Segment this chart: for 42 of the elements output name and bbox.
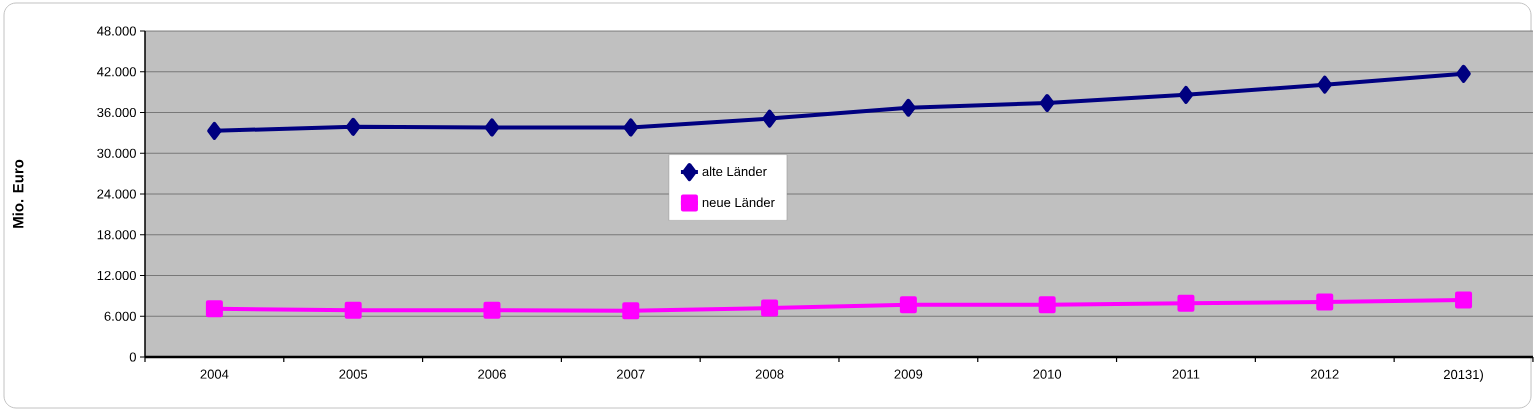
x-tick-label: 2006 xyxy=(478,369,506,379)
point xyxy=(761,299,779,317)
legend-label: neue Länder xyxy=(702,197,775,208)
point xyxy=(1039,93,1055,112)
point xyxy=(622,302,640,320)
y-tick-label: 36.000 xyxy=(97,107,136,118)
x-tick-label: 2005 xyxy=(339,369,368,379)
point xyxy=(1317,75,1332,94)
point xyxy=(901,98,916,117)
point xyxy=(345,117,361,136)
y-tick-label: 12.000 xyxy=(97,270,136,281)
x-tick-label: 2004 xyxy=(200,369,229,379)
x-tick-label: 20131) xyxy=(1443,369,1483,382)
point xyxy=(623,118,639,137)
x-tick-label: 2011 xyxy=(1172,369,1200,379)
y-tick-label: 24.000 xyxy=(97,189,136,199)
y-tick-label: 6.000 xyxy=(104,311,136,321)
y-tick-label: 18.000 xyxy=(97,230,136,240)
y-tick-label: 30.000 xyxy=(97,148,136,158)
y-axis-title: Mio. Euro xyxy=(12,159,24,228)
point xyxy=(899,296,917,314)
point xyxy=(205,300,223,318)
point xyxy=(1178,85,1194,104)
point xyxy=(762,109,777,128)
y-tick-label: 48.000 xyxy=(97,26,136,36)
x-tick-label: 2009 xyxy=(894,369,923,379)
point xyxy=(483,301,501,319)
point xyxy=(484,118,500,137)
x-tick-label: 2008 xyxy=(755,369,784,379)
point xyxy=(207,121,222,140)
point xyxy=(1456,64,1471,83)
legend-label: alte Länder xyxy=(702,166,767,177)
point xyxy=(1038,296,1056,314)
point xyxy=(1455,291,1473,309)
x-tick-label: 2007 xyxy=(616,369,645,379)
point xyxy=(1177,294,1195,312)
y-tick-label: 0 xyxy=(129,352,136,362)
x-tick-label: 2012 xyxy=(1310,369,1339,379)
y-tick-label: 42.000 xyxy=(97,67,136,77)
point xyxy=(344,301,362,319)
x-tick-label: 2010 xyxy=(1033,369,1062,379)
point xyxy=(1316,293,1334,311)
